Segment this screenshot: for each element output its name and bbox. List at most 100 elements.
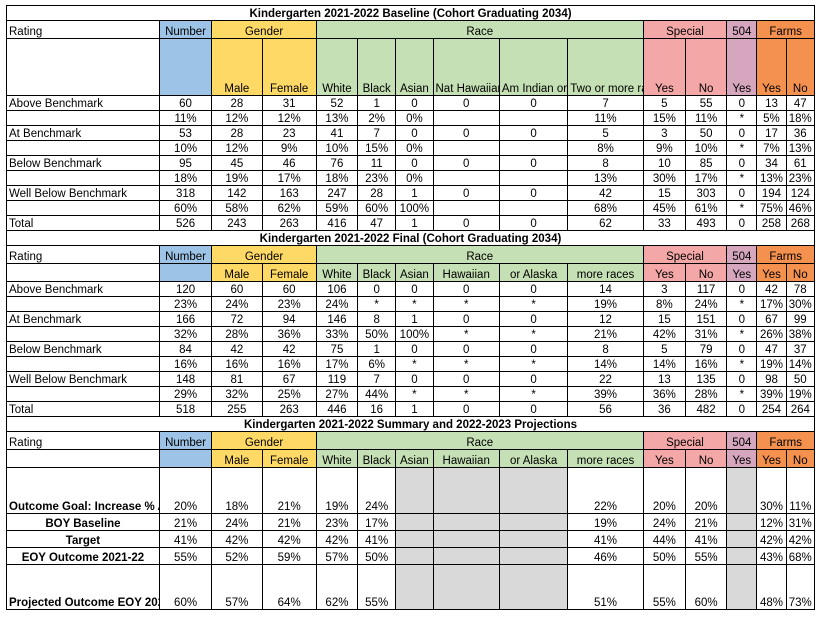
subheader-row: Male Female White Black Asian Hawaiian or Alas… [6, 263, 816, 282]
table-cell: * [357, 296, 397, 312]
summary-cell [498, 467, 569, 514]
special-header: Special [642, 431, 728, 450]
504-header: 504 [726, 245, 758, 264]
table-cell: 0 [726, 341, 758, 357]
table-cell: 0 [432, 311, 500, 327]
male-subheader: Male [211, 449, 263, 468]
table-cell: 8 [357, 311, 397, 327]
table-cell: 117 [684, 281, 728, 297]
table-cell: 34 [756, 155, 787, 171]
table-cell: 44% [357, 386, 397, 402]
table-cell: 0 [726, 155, 758, 171]
table-cell: 75 [315, 341, 359, 357]
table-cell: 30% [785, 296, 816, 312]
summary-label: Target [6, 530, 160, 548]
table-cell: 60 [261, 281, 317, 297]
table-cell: 493 [684, 215, 728, 231]
table-cell: 0 [432, 95, 500, 111]
table-cell: 1 [395, 185, 434, 201]
summary-cell [498, 530, 569, 548]
504-header: 504 [726, 20, 758, 39]
rating-subheader [6, 263, 160, 282]
table-cell: 258 [756, 215, 787, 231]
section-title: Kindergarten 2021-2022 Baseline (Cohort … [6, 5, 815, 21]
rating-subheader [6, 449, 160, 468]
table-cell: 148 [158, 371, 213, 387]
summary-row: Outcome Goal: Increase % At and Above Be… [6, 467, 816, 514]
hawaiian-subheader: Nat Hawaiian Pacific Is [432, 38, 500, 96]
number-header: Number [158, 431, 213, 450]
table-row: Below Benchmark 84 42 42 75 1 0 0 0 8 5 79 0 47 37 [6, 341, 816, 357]
table-cell: 12 [567, 311, 644, 327]
table-cell: 42% [642, 326, 686, 342]
summary-cell: 20% [158, 467, 213, 514]
table-row: Total 518 255 263 446 16 1 0 0 56 36 482 0 254 264 [6, 401, 816, 417]
hawaiian-subheader: Hawaiian [432, 449, 500, 468]
table-cell: 19% [756, 356, 787, 372]
table-row: Below Benchmark 95 45 46 76 11 0 0 0 8 10 85 0 34 61 [6, 155, 816, 171]
table-cell: 38% [785, 326, 816, 342]
table-cell [432, 140, 500, 156]
table-cell: 72 [211, 311, 263, 327]
table-cell: 163 [261, 185, 317, 201]
female-subheader: Female [261, 263, 317, 282]
table-cell: 5% [756, 110, 787, 126]
table-cell: 0 [432, 125, 500, 141]
summary-cell [395, 467, 434, 514]
table-row: At Benchmark 166 72 94 146 8 1 0 0 12 15 151 0 67 99 [6, 311, 816, 327]
yes504-subheader: Yes [726, 263, 758, 282]
table-cell: 11% [158, 110, 213, 126]
table-cell: 5 [642, 341, 686, 357]
table-cell: 120 [158, 281, 213, 297]
table-cell: * [395, 386, 434, 402]
table-cell: 0 [498, 95, 569, 111]
table-cell: 14% [785, 356, 816, 372]
table-cell: 16 [357, 401, 397, 417]
table-cell: * [498, 326, 569, 342]
table-cell: 56 [567, 401, 644, 417]
table-cell: 264 [785, 401, 816, 417]
table-cell: 84 [158, 341, 213, 357]
rating-header: Rating [6, 20, 160, 39]
table-cell: 7 [567, 95, 644, 111]
table-cell: 42 [261, 341, 317, 357]
table-cell: 75% [756, 200, 787, 216]
kindergarten-benchmark-table: Kindergarten 2021-2022 Baseline (Cohort … [6, 5, 816, 610]
alaska-subheader: Am Indian or Alaska Nat [498, 38, 569, 96]
table-cell: 7% [756, 140, 787, 156]
black-subheader: Black [357, 38, 397, 96]
summary-cell: 73% [785, 564, 816, 610]
table-cell: 11 [357, 155, 397, 171]
summary-cell: 57% [211, 564, 263, 610]
table-cell: 0 [726, 281, 758, 297]
yes-subheader: Yes [642, 449, 686, 468]
table-cell: * [726, 356, 758, 372]
table-cell: 22 [567, 371, 644, 387]
summary-cell: 23% [315, 513, 359, 531]
summary-cell: 21% [261, 513, 317, 531]
table-cell: 303 [684, 185, 728, 201]
summary-cell: 55% [357, 564, 397, 610]
farms-yes-subheader: Yes [756, 449, 787, 468]
table-cell: 36 [642, 401, 686, 417]
summary-cell [432, 513, 500, 531]
table-cell: 263 [261, 215, 317, 231]
summary-cell: 19% [315, 467, 359, 514]
table-cell: 100% [395, 200, 434, 216]
table-cell: 0 [498, 185, 569, 201]
table-cell: 99 [785, 311, 816, 327]
table-cell: 446 [315, 401, 359, 417]
summary-label: Outcome Goal: Increase % At and Above Be… [6, 467, 160, 514]
table-cell: 30% [642, 170, 686, 186]
table-cell: 16% [261, 356, 317, 372]
table-cell: 31 [261, 95, 317, 111]
table-cell: 50% [357, 326, 397, 342]
summary-cell [395, 547, 434, 565]
table-cell: 0 [498, 401, 569, 417]
table-row: 32% 28% 36% 33% 50% 100% * * 21% 42% 31% * 26% 38% [6, 326, 816, 342]
table-cell: 52 [315, 95, 359, 111]
summary-cell: 43% [756, 547, 787, 565]
summary-cell: 60% [158, 564, 213, 610]
farms-yes-subheader: Yes [756, 263, 787, 282]
table-cell: 45 [211, 155, 263, 171]
